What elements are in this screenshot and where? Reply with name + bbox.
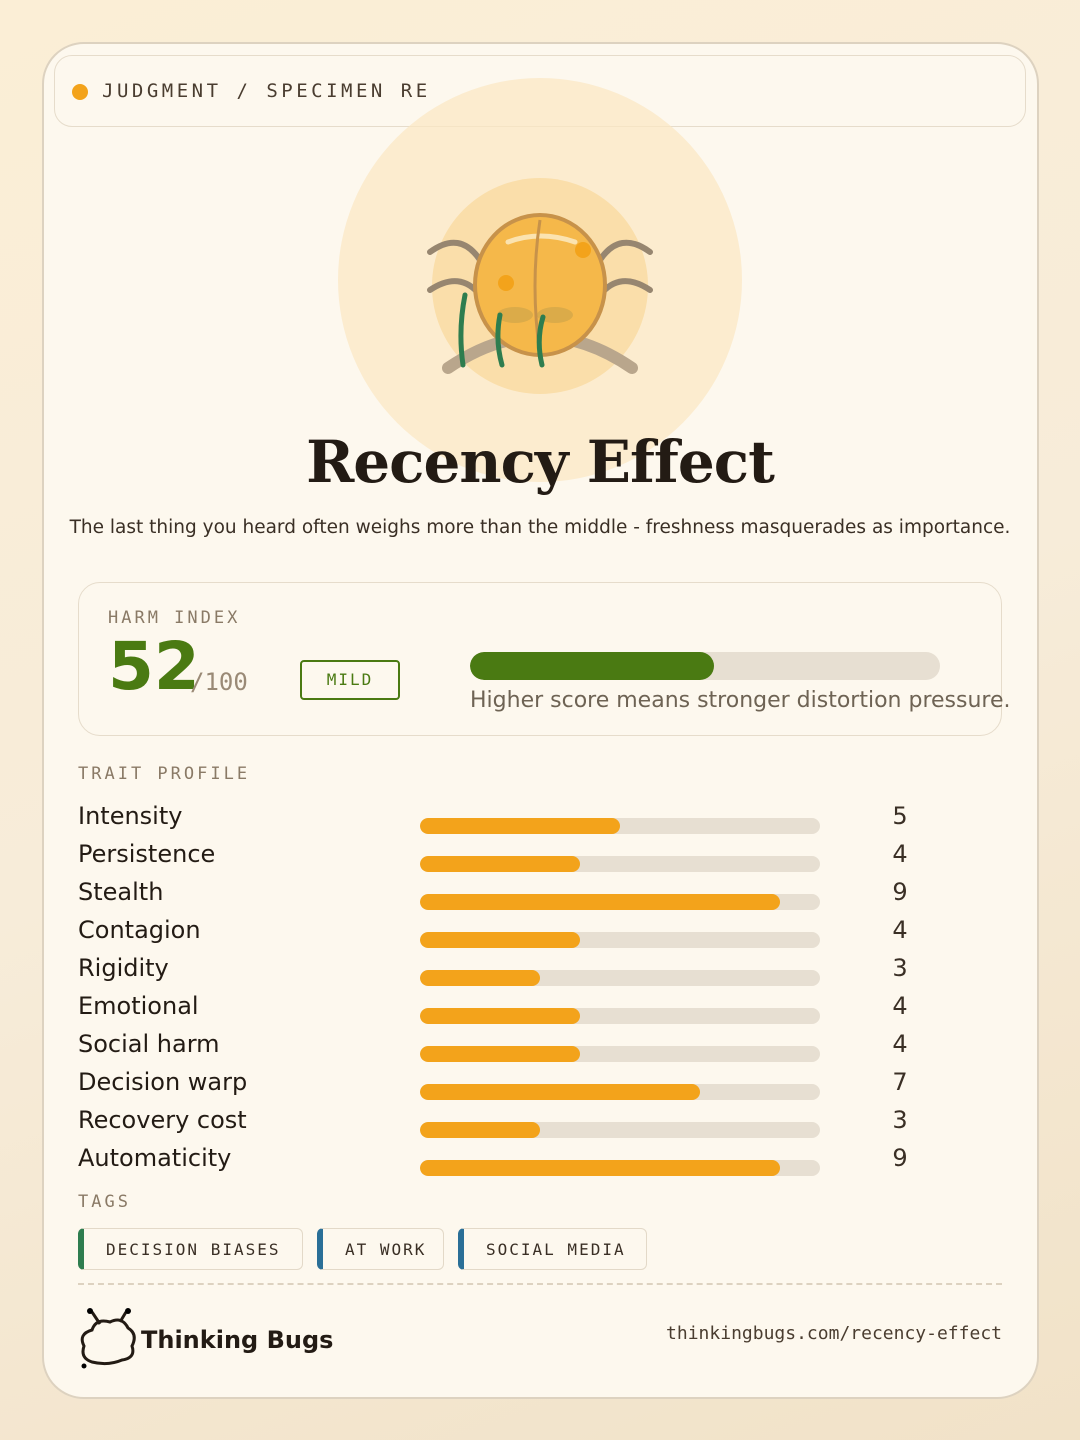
trait-value: 9 bbox=[892, 878, 908, 906]
harm-max: /100 bbox=[190, 668, 248, 696]
harm-score: 52 bbox=[108, 628, 200, 705]
trait-bar bbox=[420, 1084, 700, 1100]
harm-note: Higher score means stronger distortion p… bbox=[470, 688, 1011, 713]
trait-track bbox=[420, 818, 820, 834]
trait-value: 3 bbox=[892, 1106, 908, 1134]
trait-track bbox=[420, 970, 820, 986]
logo bbox=[80, 1308, 136, 1369]
trait-value: 4 bbox=[892, 992, 908, 1020]
trait-bar bbox=[420, 818, 620, 834]
trait-name: Decision warp bbox=[78, 1068, 248, 1096]
trait-value: 3 bbox=[892, 954, 908, 982]
trait-track bbox=[420, 1122, 820, 1138]
trait-name: Emotional bbox=[78, 992, 199, 1020]
harm-label: HARM INDEX bbox=[108, 608, 241, 628]
trait-track bbox=[420, 1008, 820, 1024]
trait-bar bbox=[420, 970, 540, 986]
description: The last thing you heard often weighs mo… bbox=[69, 517, 1011, 538]
trait-name: Persistence bbox=[78, 840, 216, 868]
harm-bar bbox=[470, 652, 715, 680]
status-dot bbox=[72, 84, 88, 100]
trait-value: 9 bbox=[892, 1144, 908, 1172]
trait-bar bbox=[420, 1160, 780, 1176]
title: Recency Effect bbox=[306, 428, 775, 496]
trait-name: Social harm bbox=[78, 1030, 220, 1058]
trait-bar bbox=[420, 1046, 580, 1062]
trait-bar bbox=[420, 856, 580, 872]
divider bbox=[78, 1283, 1002, 1285]
trait-name: Recovery cost bbox=[78, 1106, 247, 1134]
tag: DECISION BIASES bbox=[78, 1228, 303, 1270]
harm-track bbox=[470, 652, 940, 680]
trait-name: Intensity bbox=[78, 802, 183, 830]
trait-value: 4 bbox=[892, 1030, 908, 1058]
trait-name: Rigidity bbox=[78, 954, 169, 982]
trait-bar bbox=[420, 1122, 540, 1138]
tag: SOCIAL MEDIA bbox=[458, 1228, 647, 1270]
header-label: JUDGMENT / SPECIMEN RE bbox=[102, 80, 431, 102]
illustration bbox=[338, 78, 742, 482]
url: thinkingbugs.com/recency-effect bbox=[666, 1323, 1002, 1344]
tags-label: TAGS bbox=[78, 1192, 131, 1212]
trait-name: Contagion bbox=[78, 916, 201, 944]
traits-label: TRAIT PROFILE bbox=[78, 764, 251, 784]
trait-bar bbox=[420, 932, 580, 948]
trait-track bbox=[420, 932, 820, 948]
trait-track bbox=[420, 1046, 820, 1062]
trait-track bbox=[420, 856, 820, 872]
severity-badge: MILD bbox=[300, 660, 400, 700]
brand: Thinking Bugs bbox=[141, 1326, 334, 1354]
trait-track bbox=[420, 1084, 820, 1100]
trait-value: 7 bbox=[892, 1068, 908, 1096]
trait-value: 4 bbox=[892, 916, 908, 944]
trait-value: 5 bbox=[892, 802, 908, 830]
trait-name: Stealth bbox=[78, 878, 164, 906]
trait-track bbox=[420, 894, 820, 910]
harm-panel bbox=[78, 582, 1002, 736]
trait-bar bbox=[420, 894, 780, 910]
trait-value: 4 bbox=[892, 840, 908, 868]
trait-bar bbox=[420, 1008, 580, 1024]
trait-name: Automaticity bbox=[78, 1144, 232, 1172]
tag: AT WORK bbox=[317, 1228, 444, 1270]
trait-track bbox=[420, 1160, 820, 1176]
